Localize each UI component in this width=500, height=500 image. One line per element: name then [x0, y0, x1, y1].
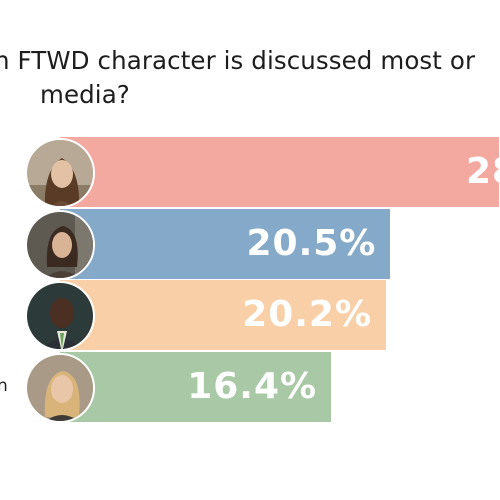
bar-2 — [60, 208, 391, 279]
bar-3 — [60, 280, 387, 350]
young-man-long-hair-icon — [25, 209, 95, 280]
bar-value-label-2: 20.5% — [246, 222, 377, 264]
category-label-4: n — [0, 375, 8, 396]
woman-long-brown-hair-icon — [25, 138, 95, 208]
bar-value-label-1: 28 — [466, 151, 500, 192]
bar-1 — [60, 137, 499, 207]
blonde-woman-icon — [25, 352, 95, 423]
chart-title-line-2: media? — [40, 80, 130, 109]
bar-value-label-3: 20.2% — [242, 294, 373, 335]
bar-4 — [60, 351, 332, 422]
bar-value-label-4: 16.4% — [187, 365, 318, 407]
man-suit-tie-icon — [25, 281, 95, 351]
chart-title-line-1: n FTWD character is discussed most or — [0, 46, 476, 75]
